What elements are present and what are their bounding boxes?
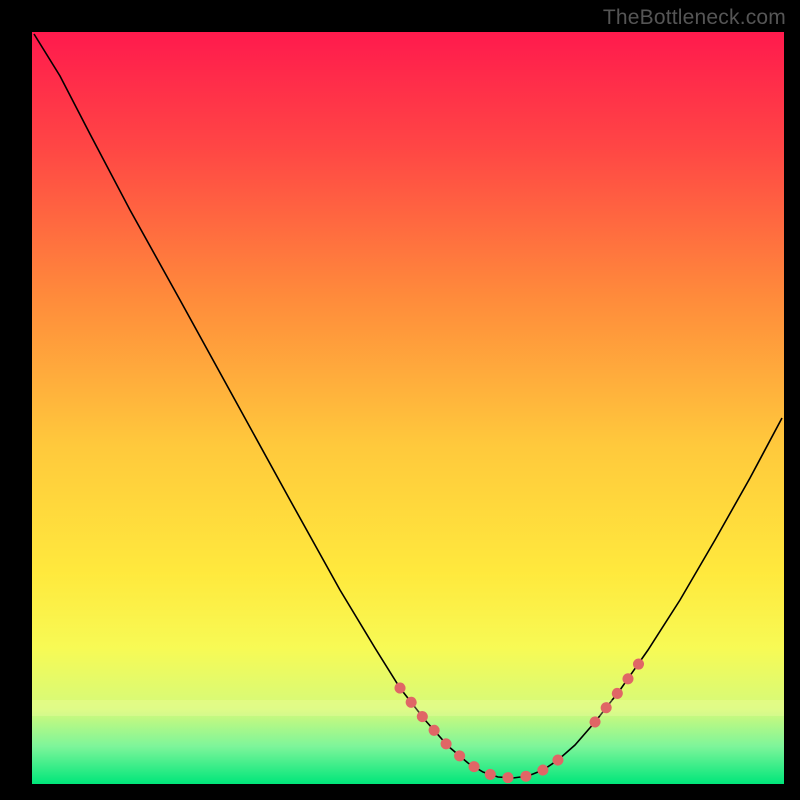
bottleneck-chart: [0, 0, 800, 800]
watermark-text: TheBottleneck.com: [603, 6, 786, 30]
chart-container: TheBottleneck.com: [0, 0, 800, 800]
plot-area: [32, 32, 784, 784]
